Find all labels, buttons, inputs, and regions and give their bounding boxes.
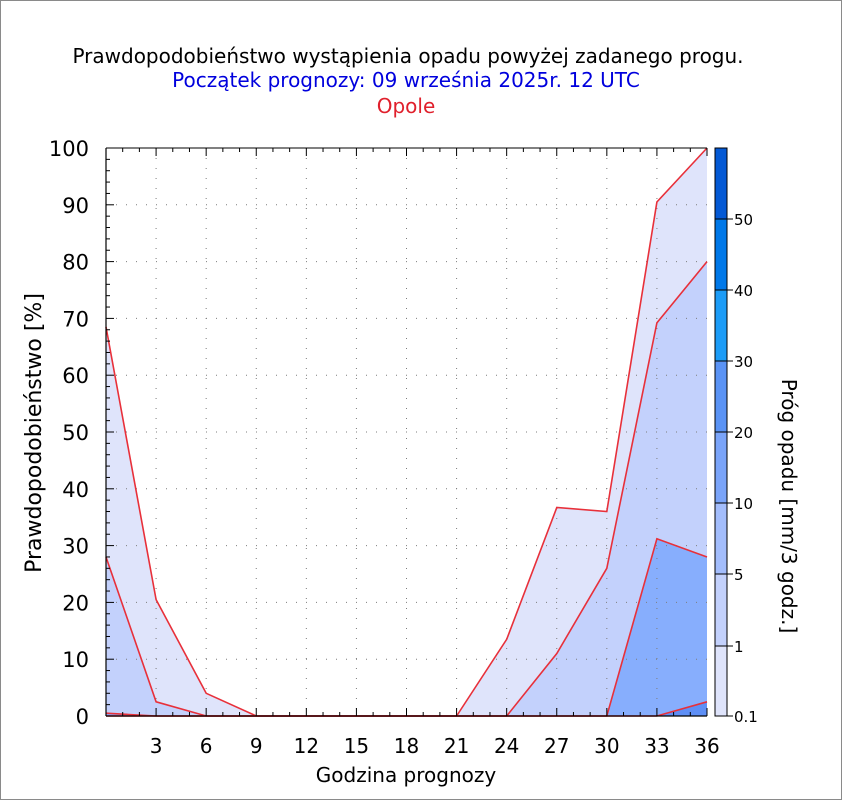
x-tick-label: 3 (150, 734, 163, 758)
y-tick-label: 50 (62, 421, 89, 445)
x-tick-label: 18 (394, 734, 419, 758)
colorbar-segment (715, 219, 727, 290)
colorbar-segment (715, 432, 727, 503)
y-tick-label: 70 (62, 307, 89, 331)
y-axis-label: Prawdopodobieństwo [%] (22, 293, 47, 573)
colorbar-tick-label: 1 (734, 638, 744, 656)
chart-location: Opole (377, 94, 436, 118)
colorbar-tick-label: 10 (734, 495, 753, 513)
x-tick-label: 30 (594, 734, 619, 758)
y-tick-label: 100 (49, 137, 89, 161)
y-tick-label: 30 (62, 535, 89, 559)
colorbar-segment (715, 646, 727, 716)
colorbar-label: Próg opadu [mm/3 godz.] (777, 379, 801, 634)
x-tick-label: 6 (200, 734, 213, 758)
colorbar-segment (715, 290, 727, 361)
area-threshold-2 (106, 538, 707, 716)
y-tick-label: 0 (76, 705, 89, 729)
colorbar-tick-label: 5 (734, 566, 744, 584)
colorbar: 0.1 1 5 10 20 30 40 50 (714, 147, 758, 726)
colorbar-tick-label: 20 (734, 424, 753, 442)
colorbar-segment (715, 148, 727, 219)
x-tick-label: 24 (494, 734, 519, 758)
x-tick-label: 15 (344, 734, 369, 758)
colorbar-tick-label: 0.1 (734, 708, 758, 726)
colorbar-segment (715, 503, 727, 574)
x-tick-labels: 3 6 9 12 15 18 21 24 27 30 33 36 (150, 734, 720, 758)
colorbar-tick-label: 40 (734, 282, 753, 300)
y-tick-label: 60 (62, 364, 89, 388)
y-tick-label: 40 (62, 478, 89, 502)
y-tick-labels: 0 10 20 30 40 50 60 70 80 90 100 (49, 137, 89, 729)
x-tick-label: 12 (294, 734, 319, 758)
grid-lines (106, 148, 707, 716)
colorbar-tick-label: 30 (734, 353, 753, 371)
x-tick-label: 27 (544, 734, 569, 758)
x-tick-label: 9 (250, 734, 263, 758)
y-tick-label: 90 (62, 194, 89, 218)
axes (105, 147, 708, 717)
colorbar-segment (715, 574, 727, 646)
y-tick-label: 10 (62, 648, 89, 672)
area-layers (106, 148, 707, 716)
y-tick-label: 80 (62, 251, 89, 275)
x-tick-label: 33 (644, 734, 669, 758)
x-axis-label: Godzina prognozy (316, 763, 497, 787)
area-threshold-0 (106, 148, 707, 716)
colorbar-segment (715, 361, 727, 432)
x-tick-label: 21 (444, 734, 469, 758)
y-tick-label: 20 (62, 591, 89, 615)
colorbar-tick-label: 50 (734, 211, 753, 229)
chart-title: Prawdopodobieństwo wystąpienia opadu pow… (72, 44, 743, 68)
chart-subtitle: Początek prognozy: 09 września 2025r. 12… (172, 68, 640, 92)
x-tick-label: 36 (694, 734, 719, 758)
